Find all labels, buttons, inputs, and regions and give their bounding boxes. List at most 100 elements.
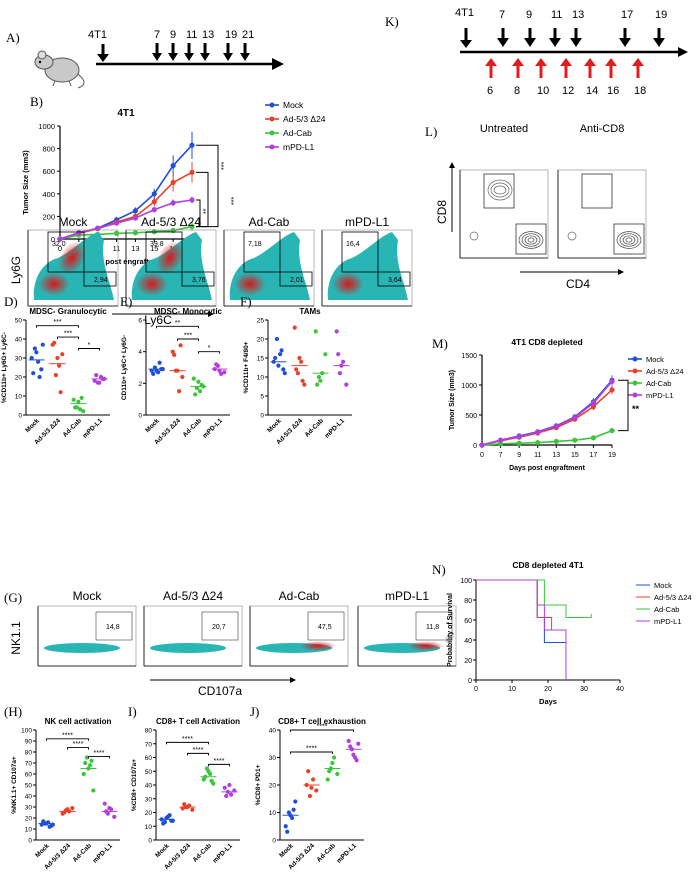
legend-label: Mock: [654, 581, 672, 590]
day-label-top: 11: [551, 9, 562, 21]
data-point: [278, 352, 283, 357]
legend-label: mPD-L1: [654, 617, 682, 626]
data-point: [57, 236, 63, 242]
data-point: [107, 806, 112, 811]
chart-title: TAMs: [299, 307, 321, 316]
y-axis-label: %CD11b+ F4/80+: [243, 341, 250, 393]
significance-label: ****: [317, 724, 328, 731]
y-tick-label: 10: [25, 827, 33, 834]
axis-label-ly6c: Ly6C: [144, 313, 172, 327]
x-tick-label: Mock: [154, 842, 171, 859]
y-tick-label: 50: [145, 769, 153, 776]
x-tick-label: 13: [552, 452, 560, 459]
y-tick-label: 0: [138, 413, 142, 420]
strain-label-k: 4T1: [455, 7, 474, 19]
data-point: [311, 777, 316, 782]
plot-frame: [459, 169, 549, 259]
y-tick-label: 10: [15, 394, 23, 401]
significance-bracket: [57, 336, 79, 340]
contour: [518, 231, 544, 249]
significance-label: ****: [182, 736, 193, 743]
data-point: [214, 362, 219, 367]
data-point: [590, 400, 597, 406]
data-point: [314, 788, 319, 793]
data-point: [189, 169, 195, 175]
y-tick-label: 20: [257, 337, 265, 344]
timeline-arrowhead-k: [678, 47, 688, 57]
day-label-bottom: 18: [634, 85, 646, 97]
data-point: [193, 392, 198, 397]
data-point: [189, 197, 195, 203]
contour: [524, 235, 538, 245]
data-point: [336, 352, 341, 357]
data-point: [58, 390, 63, 395]
x-tick-label: 15: [150, 244, 158, 253]
significance-label: **: [175, 320, 181, 327]
arrowhead-engraft: [97, 54, 109, 62]
legend-marker: [269, 116, 275, 122]
gate-nk: [95, 611, 133, 641]
significance-bracket: [618, 379, 629, 432]
data-point: [39, 367, 44, 372]
data-point: [196, 379, 201, 384]
data-point: [313, 329, 318, 334]
timeline-arrowhead: [272, 58, 284, 70]
flow-hotspot: [300, 641, 336, 651]
arrowhead-engraft-k: [460, 40, 472, 48]
x-tick-label: Ad-Cab: [316, 842, 337, 863]
day-label-bottom: 6: [487, 85, 493, 97]
chart-title: 4T1: [117, 108, 135, 119]
data-point: [84, 755, 89, 760]
data-point: [47, 824, 52, 829]
chart-title: MDSC- Granulocytic: [29, 307, 107, 316]
data-point: [152, 365, 157, 370]
data-point: [332, 755, 337, 760]
y-tick-label: 20: [464, 658, 472, 665]
axis-arrowhead: [618, 269, 624, 275]
data-point: [299, 359, 304, 364]
contour: [625, 237, 633, 243]
y-tick-label: 0: [18, 413, 22, 420]
y-tick-label: 4: [138, 349, 142, 356]
significance-bracket: [196, 171, 209, 228]
data-point: [590, 435, 597, 441]
x-axis-label: Days post engraftment: [509, 465, 586, 472]
survival-curve-2: [476, 579, 592, 618]
data-point: [132, 230, 139, 236]
chart-title: CD8+ T cell Activation: [156, 717, 240, 726]
data-point: [497, 441, 504, 447]
data-point: [154, 368, 159, 373]
data-point: [167, 813, 172, 818]
arrowhead-top: [549, 38, 561, 47]
significance-bracket: [208, 763, 230, 767]
x-tick-label: Ad-Cab: [182, 417, 203, 438]
y-tick-label: 60: [464, 618, 472, 625]
data-point: [227, 782, 232, 788]
x-tick-label: 7: [499, 452, 503, 459]
y-axis-label: %CD11b+ Ly6G+ Ly6C-: [1, 332, 8, 403]
gate-value: 16,4: [346, 241, 360, 248]
significance-bracket: [290, 729, 354, 732]
x-tick-label: Mock: [278, 842, 295, 859]
y-tick-label: 30: [145, 796, 153, 803]
significance-label: ***: [184, 333, 192, 340]
axis-label-cd107a: CD107a: [198, 684, 242, 698]
data-point: [172, 352, 177, 357]
data-point: [327, 769, 332, 774]
arrowhead-top: [653, 38, 665, 47]
gate-value: 2,01: [290, 277, 304, 284]
significance-label: **: [632, 404, 640, 414]
data-point: [157, 360, 162, 365]
nk-activation-chart: NK cell activation 0 10 20 30 40 50 60 70 80 90 100…: [11, 717, 120, 871]
data-point: [132, 215, 139, 221]
data-point: [291, 807, 296, 812]
axis-label-nk11: NK1.1: [9, 621, 23, 655]
y-tick-label: 0: [148, 838, 152, 845]
y-tick-label: 600: [42, 167, 55, 176]
significance-label: **: [203, 208, 210, 214]
significance-bracket: [88, 755, 110, 759]
data-point: [479, 442, 485, 448]
gate-value: 11,8: [426, 624, 439, 631]
data-point: [57, 363, 62, 368]
data-point: [334, 329, 339, 334]
